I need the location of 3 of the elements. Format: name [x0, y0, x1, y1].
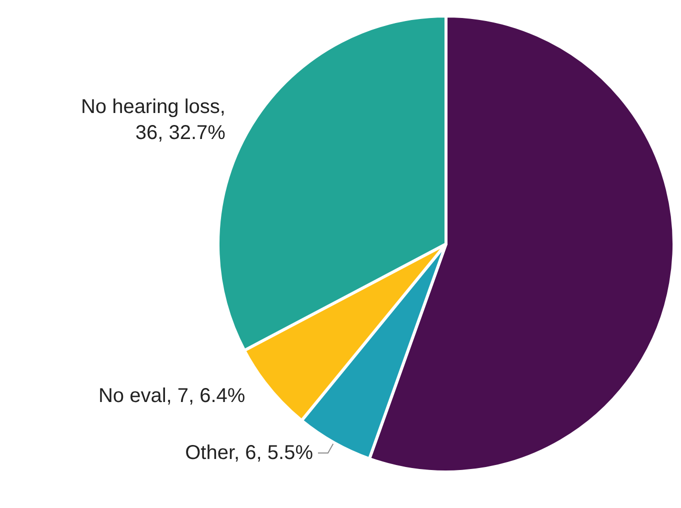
slice-label: No eval, 7, 6.4% [98, 384, 246, 407]
slice-label: Other, 6, 5.5% [185, 442, 314, 464]
slice-label: No hearing loss, 36, 32.7% [80, 96, 226, 144]
